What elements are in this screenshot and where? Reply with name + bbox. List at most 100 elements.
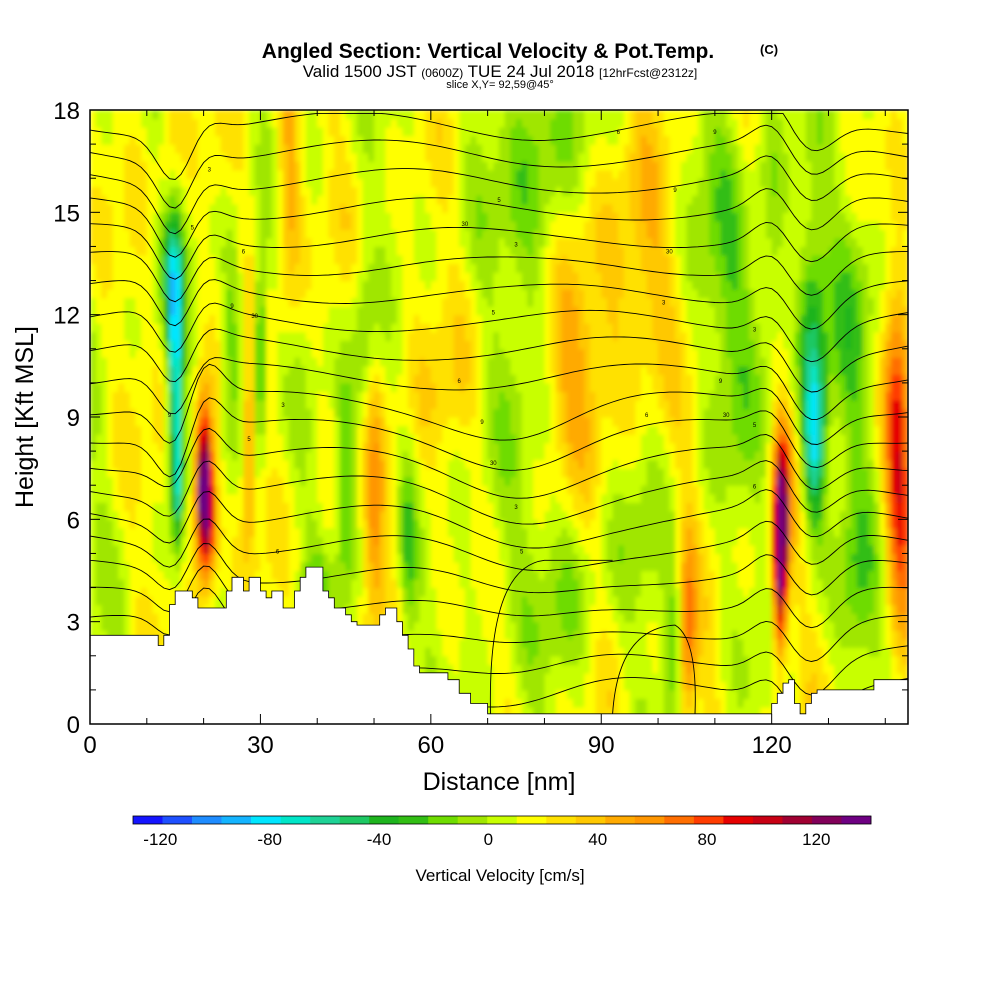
field-cell [283,195,290,205]
field-cell [232,561,239,572]
field-cell [141,425,148,435]
field-cell [391,178,398,188]
field-cell [158,110,165,120]
field-cell [436,604,443,614]
field-cell [260,152,267,162]
field-cell [374,280,381,290]
field-cell [169,246,176,256]
field-cell [419,613,426,623]
field-cell [90,314,97,324]
field-cell [413,110,421,120]
field-cell [254,536,262,546]
field-cell [141,152,148,162]
field-cell [175,408,182,418]
field-cell [374,391,381,401]
field-cell [362,152,369,162]
field-cell [197,263,205,273]
field-cell [112,297,119,307]
field-cell [118,195,125,205]
field-cell [470,306,477,316]
field-cell [402,476,409,486]
field-cell [476,254,483,265]
field-cell [118,272,125,282]
field-cell [90,544,97,555]
field-cell [129,169,137,179]
field-cell [249,417,256,427]
field-cell [163,144,171,154]
field-cell [447,152,455,162]
field-cell [305,212,313,222]
field-cell [277,314,284,324]
field-cell [374,502,381,512]
field-cell [129,399,137,410]
field-cell [175,152,182,162]
field-cell [243,323,250,333]
field-cell [328,570,335,580]
field-cell [254,468,262,478]
field-cell [254,348,262,358]
field-cell [311,425,318,435]
field-cell [288,417,296,427]
field-cell [90,297,97,307]
field-cell [158,178,165,188]
field-cell [408,220,415,230]
field-cell [243,246,250,256]
field-cell [254,340,262,350]
field-cell [101,280,108,290]
field-cell [368,272,375,282]
field-cell [288,186,296,196]
field-cell [277,399,284,410]
field-cell [271,544,279,555]
field-cell [351,544,358,555]
field-cell [459,306,466,316]
field-cell [209,220,216,230]
field-cell [345,434,352,444]
field-cell [470,527,477,537]
field-cell [90,485,97,495]
field-cell [90,442,97,452]
field-cell [413,621,421,631]
field-cell [368,289,375,299]
field-cell [146,485,154,495]
field-cell [425,331,432,341]
field-cell [243,331,250,341]
field-cell [345,493,352,503]
field-cell [214,391,222,401]
field-cell [379,237,386,248]
field-cell [288,280,296,290]
field-cell [339,408,347,418]
field-cell [436,519,443,529]
field-cell [158,630,165,640]
field-cell [442,579,449,589]
field-cell [430,152,438,162]
field-cell [476,672,483,682]
field-cell [317,110,324,120]
field-cell [368,485,375,495]
field-cell [124,229,131,239]
field-cell [368,127,375,137]
field-cell [158,220,165,230]
field-cell [351,110,358,120]
field-cell [328,246,335,256]
field-cell [396,587,404,597]
field-cell [481,664,489,674]
field-cell [305,229,313,239]
field-cell [396,536,404,546]
field-cell [300,348,307,358]
field-cell [362,212,369,222]
field-cell [374,263,381,273]
field-cell [317,365,324,375]
field-cell [203,331,210,341]
field-cell [311,254,318,265]
field-cell [249,237,256,248]
field-cell [158,280,165,290]
field-cell [107,323,114,333]
field-cell [209,417,216,427]
field-cell [317,357,324,367]
field-cell [180,212,188,222]
field-cell [243,118,250,128]
field-cell [112,459,119,469]
field-cell [118,519,125,529]
field-cell [356,110,364,120]
field-cell [379,220,386,230]
